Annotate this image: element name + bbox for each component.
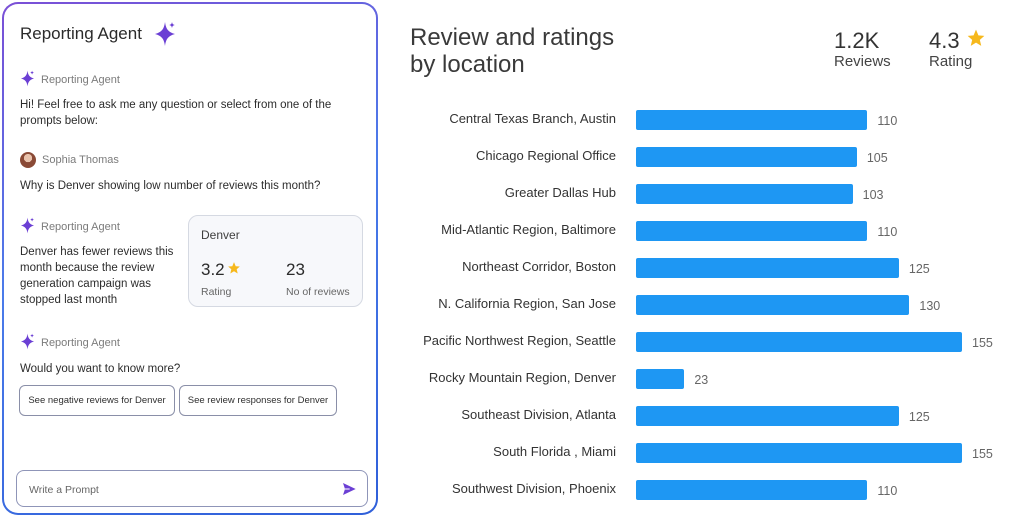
prompt-box — [16, 470, 368, 507]
category-label: Southwest Division, Phoenix — [451, 481, 616, 496]
suggestion-negative-reviews-button[interactable]: See negative reviews for Denver — [19, 385, 175, 416]
rating-value: 3.2 — [201, 260, 241, 280]
location-summary-card: Denver 3.2 Rating 23 No of reviews — [188, 215, 363, 307]
bar — [636, 147, 857, 167]
category-label: Greater Dallas Hub — [504, 185, 616, 200]
rating-label: Rating — [201, 286, 232, 298]
bar — [636, 332, 962, 352]
prompt-input[interactable] — [27, 480, 331, 500]
category-label: Mid-Atlantic Region, Baltimore — [441, 222, 616, 237]
star-icon — [227, 260, 241, 280]
reviews-count: 23 — [286, 260, 305, 279]
reviews-label: No of reviews — [286, 286, 350, 298]
suggestion-review-responses-button[interactable]: See review responses for Denver — [179, 385, 337, 416]
category-label: Rocky Mountain Region, Denver — [428, 370, 616, 385]
message-header: Reporting Agent — [20, 333, 120, 353]
bar — [636, 480, 868, 500]
bar — [636, 110, 868, 130]
message-header: Reporting Agent — [20, 217, 120, 237]
value-label: 125 — [908, 410, 930, 424]
message-text: Why is Denver showing low number of revi… — [20, 180, 321, 192]
rating-number: 3.2 — [201, 260, 225, 279]
value-label: 125 — [908, 262, 930, 276]
bar — [636, 406, 899, 426]
value-label: 130 — [919, 299, 941, 313]
sparkle-icon — [20, 70, 35, 90]
reviews-stat-value: 1.2K — [834, 28, 880, 53]
category-label: South Florida , Miami — [493, 444, 616, 459]
category-label: Central Texas Branch, Austin — [449, 111, 616, 126]
message-text: Hi! Feel free to ask me any question or … — [20, 99, 332, 127]
bar — [636, 443, 962, 463]
sender-name: Reporting Agent — [41, 221, 120, 233]
value-label: 155 — [972, 336, 993, 350]
value-label: 110 — [877, 114, 898, 128]
reviews-stat-label: Reviews — [834, 53, 891, 70]
category-label: Northeast Corridor, Boston — [462, 259, 616, 274]
sparkle-icon — [20, 333, 35, 353]
bar — [636, 295, 910, 315]
message-text: Would you want to know more? — [20, 363, 181, 375]
message-header: Sophia Thomas — [20, 152, 119, 168]
avatar — [20, 152, 36, 168]
category-label: Southeast Division, Atlanta — [461, 407, 616, 422]
value-label: 155 — [972, 447, 993, 461]
sparkle-icon — [20, 217, 35, 237]
bar — [636, 258, 899, 278]
agent-panel: Reporting Agent Reporting Agent Hi! Feel… — [2, 2, 378, 515]
value-label: 110 — [877, 225, 898, 239]
send-icon[interactable] — [341, 481, 357, 502]
bar — [636, 369, 685, 389]
value-label: 105 — [866, 151, 888, 165]
bar — [636, 221, 868, 241]
value-label: 103 — [862, 188, 884, 202]
rating-stat-label: Rating — [929, 53, 973, 70]
sender-name: Reporting Agent — [41, 74, 120, 86]
value-label: 110 — [877, 484, 898, 498]
sender-name: Reporting Agent — [41, 337, 120, 349]
sparkle-icon — [154, 21, 176, 52]
category-label: N. California Region, San Jose — [438, 296, 616, 311]
message-header: Reporting Agent — [20, 70, 120, 90]
value-label: 23 — [694, 373, 709, 387]
message-text: Denver has fewer reviews this month beca… — [20, 246, 174, 306]
category-label: Chicago Regional Office — [476, 148, 616, 163]
star-icon — [966, 28, 986, 54]
category-label: Pacific Northwest Region, Seattle — [423, 333, 616, 348]
card-title: Denver — [201, 228, 240, 242]
rating-stat-value: 4.3 — [929, 28, 986, 54]
sender-name: Sophia Thomas — [42, 154, 119, 166]
section-title: Review and ratings by location — [410, 24, 615, 78]
bar — [636, 184, 853, 204]
panel-title: Reporting Agent — [20, 24, 142, 43]
rating-stat-number: 4.3 — [929, 28, 960, 53]
